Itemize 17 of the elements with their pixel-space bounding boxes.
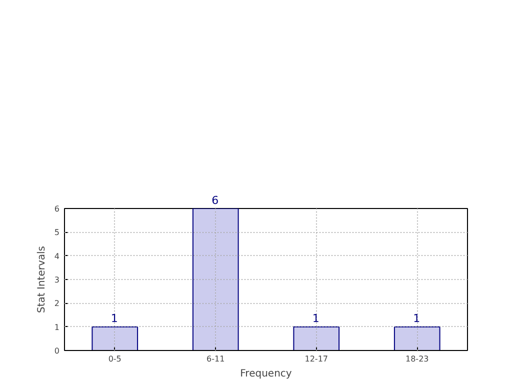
x-tick-label: 18-23 — [406, 354, 429, 364]
data-label: 1 — [413, 312, 420, 326]
y-tick-label: 3 — [54, 276, 60, 284]
x-tick-label: 6-11 — [206, 354, 225, 364]
data-label: 6 — [212, 194, 219, 207]
x-axis-title: Frequency — [240, 368, 292, 380]
y-tick-label: 5 — [54, 228, 60, 238]
y-tick-label: 2 — [54, 299, 60, 308]
y-tick-label: 0 — [54, 346, 60, 356]
data-label: 1 — [110, 312, 118, 326]
x-tick-label: 12-17 — [304, 354, 328, 364]
y-axis-title: Stat Intervals — [36, 246, 48, 313]
y-tick-label: 1 — [54, 322, 60, 332]
y-tick-label: 4 — [54, 252, 60, 261]
x-tick-label: 0-5 — [108, 354, 122, 364]
y-tick-label: 6 — [54, 204, 60, 214]
data-label: 1 — [312, 312, 320, 326]
